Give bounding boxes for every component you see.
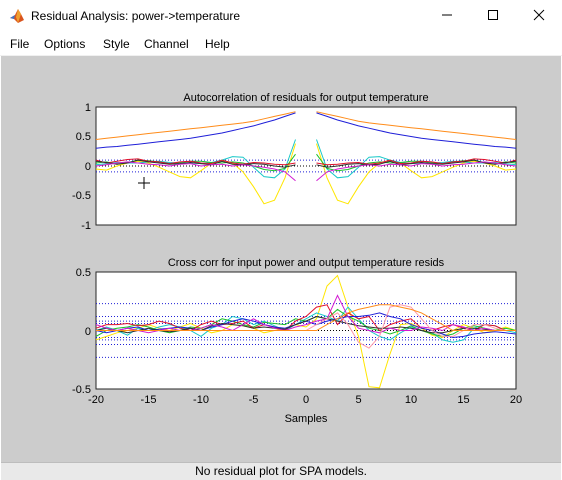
series-line-orange [95,111,296,140]
close-icon [533,8,545,26]
crosscorr-xtick: 15 [457,394,469,406]
autocorr-ytick: -0.5 [72,190,91,202]
crosscorr-xtick: -20 [88,394,104,406]
autocorr-title: Autocorrelation of residuals for output … [183,92,428,104]
close-button[interactable] [516,0,562,33]
crosscorr-xtick: 0 [303,394,309,406]
crosscorr-xtick: 10 [405,394,417,406]
series-line-magenta [95,294,516,334]
crosscorr-xtick: 20 [510,394,522,406]
series-line-red [95,158,296,166]
crosscorr-xlabel: Samples [285,413,328,425]
maximize-button[interactable] [470,0,516,33]
autocorr-ytick: 0.5 [76,131,91,143]
crosscorr-ytick: 0 [85,326,91,338]
series-line-blue [95,112,296,149]
window-title: Residual Analysis: power->temperature [31,9,241,23]
crosshair-cursor-icon [138,177,150,189]
menu-help[interactable]: Help [205,37,230,51]
crosscorr-xtick: -5 [249,394,259,406]
autocorr-ytick: -1 [81,220,91,232]
minimize-icon [441,8,453,26]
menu-options[interactable]: Options [44,37,86,51]
status-message: No residual plot for SPA models. [195,464,367,478]
figure-canvas: Autocorrelation of residuals for output … [1,56,561,462]
series-line-magenta [95,161,296,182]
menu-bar: File Options Style Channel Help [0,33,562,56]
series-line-blue-mirror [316,112,517,149]
series-line-red-mirror [316,158,517,166]
crosscorr-axes[interactable]: Cross corr for input power and output te… [72,257,522,425]
autocorr-ytick: 1 [85,102,91,114]
plot-area: Autocorrelation of residuals for output … [72,92,522,425]
autocorr-axes[interactable]: Autocorrelation of residuals for output … [72,92,517,232]
crosscorr-title: Cross corr for input power and output te… [168,257,445,269]
minimize-button[interactable] [424,0,470,33]
series-line-dark [95,315,516,334]
series-line-orange-mirror [316,111,517,140]
matlab-logo-icon[interactable] [9,8,25,24]
series-line-orange [96,304,516,331]
series-line-cyan [95,306,517,343]
status-bar: No residual plot for SPA models. [1,462,561,480]
maximize-icon [487,8,499,26]
crosscorr-xtick: -10 [193,394,209,406]
crosscorr-xtick: -15 [141,394,157,406]
title-bar: Residual Analysis: power->temperature [0,0,562,33]
crosscorr-xtick: 5 [355,394,361,406]
crosscorr-ytick: 0.5 [76,267,91,279]
autocorr-ytick: 0 [85,161,91,173]
menu-channel[interactable]: Channel [144,37,189,51]
series-line-magenta-mirror [316,161,517,182]
crosscorr-ytick: -0.5 [72,384,91,396]
menu-file[interactable]: File [10,37,30,51]
menu-style[interactable]: Style [103,37,130,51]
